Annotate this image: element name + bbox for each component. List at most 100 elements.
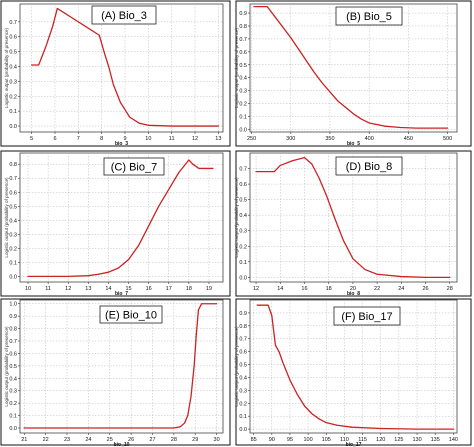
data-point	[63, 12, 65, 14]
x-tick-label: 120	[376, 437, 385, 443]
data-point	[364, 269, 366, 271]
data-point	[321, 82, 323, 84]
data-point	[431, 127, 433, 129]
x-tick-label: 12	[65, 286, 71, 292]
chart-title-box	[99, 305, 163, 324]
data-point	[298, 48, 300, 50]
y-tick-label: 0.9	[239, 11, 247, 17]
y-tick-label: 0.3	[9, 232, 17, 238]
data-point	[103, 51, 105, 53]
y-tick-label: 0.0	[239, 275, 247, 281]
data-point	[452, 428, 454, 430]
x-tick-label: 5	[30, 136, 33, 142]
x-tick-label: 350	[325, 136, 334, 142]
x-tick-label: 11	[45, 286, 51, 292]
data-point	[368, 122, 370, 124]
data-point	[400, 126, 402, 128]
y-tick-label: 0.1	[239, 414, 247, 420]
data-point	[38, 64, 40, 66]
x-tick-label: 12	[192, 136, 198, 142]
x-tick-label: 140	[449, 437, 458, 443]
chart-title-box	[103, 157, 165, 176]
x-tick-label: 22	[43, 437, 49, 443]
y-tick-label: 0.4	[239, 76, 247, 82]
chart-title-box	[333, 306, 401, 326]
y-tick-label: 0.4	[239, 213, 247, 219]
y-tick-label: 0.7	[9, 176, 17, 182]
data-point	[171, 125, 173, 127]
y-tick-label: 0.2	[9, 94, 17, 100]
x-tick-label: 250	[247, 136, 256, 142]
data-point	[384, 125, 386, 127]
y-tick-label: 0.2	[239, 244, 247, 250]
y-axis-label: Logistic output (probability of presence…	[234, 177, 239, 258]
x-tick-label: 12	[253, 286, 259, 292]
data-point	[337, 100, 339, 102]
y-tick-label: 0.7	[9, 339, 17, 345]
x-tick-label: 19	[206, 286, 212, 292]
data-point	[313, 72, 315, 74]
data-point	[187, 415, 189, 417]
data-point	[353, 113, 354, 115]
y-tick-label: 0.5	[239, 363, 247, 369]
y-tick-label: 0.1	[239, 260, 247, 266]
data-point	[345, 106, 347, 108]
y-tick-label: 0.4	[239, 375, 247, 381]
data-point	[311, 163, 313, 165]
x-axis-label: bio_17	[346, 442, 362, 447]
x-tick-label: 7	[77, 136, 80, 142]
y-tick-label: 0.9	[9, 314, 17, 320]
x-axis-label: bio_7	[115, 291, 128, 297]
y-tick-label: 0.5	[239, 198, 247, 204]
data-point	[255, 171, 257, 173]
x-tick-label: 450	[404, 136, 413, 142]
chart-title-box	[335, 6, 403, 26]
y-axis-label: Logistic output (probability of presence…	[234, 326, 239, 407]
x-tick-label: 20	[350, 286, 356, 292]
data-point	[129, 116, 131, 118]
chart-title: (C) Bio_7	[111, 162, 157, 174]
data-point	[52, 25, 54, 27]
response-curve	[253, 5, 449, 129]
data-point	[303, 157, 305, 159]
data-point	[107, 271, 109, 273]
data-point	[334, 217, 336, 219]
y-tick-label: 0.3	[239, 388, 247, 394]
data-point	[23, 427, 25, 429]
data-point	[198, 167, 200, 169]
x-axis-label: bio_10	[114, 442, 130, 447]
y-tick-label: 0.1	[239, 114, 247, 120]
y-tick-label: 0.5	[239, 63, 247, 69]
data-point	[109, 427, 111, 429]
chart-panel-2: 250 300 350 400 450 500 0.0 0.1 0.2 0.3 0.4 0.5 0.6 0…	[234, 0, 472, 147]
data-point	[45, 46, 47, 48]
y-tick-label: 0.1	[9, 414, 17, 420]
data-point	[291, 160, 293, 162]
y-tick-label: 0.1	[9, 260, 17, 266]
data-point	[195, 334, 197, 336]
data-point	[253, 6, 255, 8]
x-tick-label: 28	[447, 286, 453, 292]
data-point	[193, 365, 195, 367]
data-point	[351, 426, 353, 428]
x-tick-label: 135	[431, 437, 440, 443]
data-point	[194, 125, 196, 127]
data-point	[217, 125, 219, 127]
data-point	[415, 127, 417, 129]
x-tick-label: 6	[53, 136, 56, 142]
y-axis-label: Logistic output (probability of presence…	[4, 326, 9, 407]
x-tick-label: 95	[287, 437, 293, 443]
data-point	[266, 6, 268, 8]
y-tick-label: 0.6	[239, 50, 247, 56]
data-point	[188, 159, 190, 161]
data-point	[184, 422, 186, 424]
x-tick-label: 29	[192, 437, 198, 443]
data-point	[274, 344, 276, 346]
data-point	[128, 259, 130, 261]
data-point	[318, 418, 320, 420]
data-point	[147, 124, 149, 126]
data-point	[117, 267, 119, 269]
y-tick-label: 0.6	[239, 350, 247, 356]
data-point	[138, 122, 140, 124]
x-tick-label: 15	[125, 286, 131, 292]
